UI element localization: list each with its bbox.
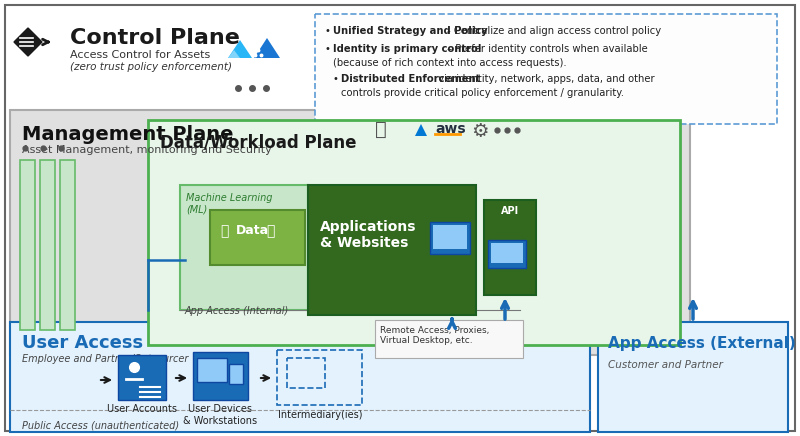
Text: •: • xyxy=(325,26,334,36)
Text: Management Plane: Management Plane xyxy=(22,125,234,144)
Bar xyxy=(10,322,590,432)
Bar xyxy=(210,210,305,265)
Text: Distributed Enforcement: Distributed Enforcement xyxy=(341,74,480,84)
Polygon shape xyxy=(228,40,252,58)
Bar xyxy=(598,322,788,432)
Text: •: • xyxy=(325,44,334,54)
Bar xyxy=(20,160,35,330)
Text: controls provide critical policy enforcement / granularity.: controls provide critical policy enforce… xyxy=(341,88,624,98)
Text: User Devices
& Workstations: User Devices & Workstations xyxy=(183,404,257,426)
Text: aws: aws xyxy=(435,122,466,136)
Bar xyxy=(277,350,362,405)
Bar xyxy=(180,185,308,310)
Bar xyxy=(484,200,536,295)
Text: Public Access (unauthenticated): Public Access (unauthenticated) xyxy=(22,420,179,430)
Bar xyxy=(315,14,777,124)
Text: – Prefer identity controls when available: – Prefer identity controls when availabl… xyxy=(444,44,647,54)
Bar xyxy=(491,243,523,263)
Bar xyxy=(430,222,470,254)
Text: Remote Access, Proxies,
Virtual Desktop, etc.: Remote Access, Proxies, Virtual Desktop,… xyxy=(380,326,490,345)
Polygon shape xyxy=(228,50,240,58)
Bar xyxy=(40,160,55,330)
Text: •: • xyxy=(333,74,342,84)
Text: via identity, network, apps, data, and other: via identity, network, apps, data, and o… xyxy=(435,74,655,84)
Text: Employee and Partner/Outsourcer: Employee and Partner/Outsourcer xyxy=(22,354,188,364)
Text: User Accounts: User Accounts xyxy=(107,404,177,414)
Text: Data/Workload Plane: Data/Workload Plane xyxy=(160,133,357,151)
Bar xyxy=(488,240,526,268)
Text: Identity is primary control: Identity is primary control xyxy=(333,44,482,54)
Text: Access Control for Assets: Access Control for Assets xyxy=(70,50,210,60)
Text: 🏢: 🏢 xyxy=(375,120,386,139)
Polygon shape xyxy=(415,124,427,136)
Bar xyxy=(287,358,325,388)
Bar xyxy=(197,358,227,382)
Text: (zero trust policy enforcement): (zero trust policy enforcement) xyxy=(70,62,232,72)
Bar xyxy=(229,364,243,384)
Text: Control Plane: Control Plane xyxy=(70,28,240,48)
Bar xyxy=(193,352,248,400)
Text: Customer and Partner: Customer and Partner xyxy=(608,360,723,370)
Text: Asset Management, monitoring and Security: Asset Management, monitoring and Securit… xyxy=(22,145,272,155)
Text: User Access: User Access xyxy=(22,334,143,352)
Bar xyxy=(433,225,467,249)
Text: Applications
& Websites: Applications & Websites xyxy=(320,220,417,250)
Text: Data: Data xyxy=(236,224,269,237)
Bar xyxy=(375,320,523,358)
Text: Intermediary(ies): Intermediary(ies) xyxy=(278,410,362,420)
Bar xyxy=(10,110,690,355)
Text: 🗄: 🗄 xyxy=(266,224,274,238)
Text: Unified Strategy and Policy: Unified Strategy and Policy xyxy=(333,26,488,36)
Bar xyxy=(148,120,680,345)
Bar xyxy=(308,185,476,315)
Text: App Access (Internal): App Access (Internal) xyxy=(185,306,290,316)
Text: - Centralize and align access control policy: - Centralize and align access control po… xyxy=(444,26,661,36)
Polygon shape xyxy=(14,28,42,56)
Text: (because of rich context into access requests).: (because of rich context into access req… xyxy=(333,58,566,68)
Polygon shape xyxy=(254,38,280,58)
Text: API: API xyxy=(501,206,519,216)
Text: ⚙: ⚙ xyxy=(471,122,489,141)
Bar xyxy=(60,160,75,330)
Text: Machine Learning
(ML): Machine Learning (ML) xyxy=(186,193,273,215)
Bar xyxy=(118,355,166,400)
Text: App Access (External): App Access (External) xyxy=(608,336,796,351)
Text: 📄: 📄 xyxy=(220,224,228,238)
